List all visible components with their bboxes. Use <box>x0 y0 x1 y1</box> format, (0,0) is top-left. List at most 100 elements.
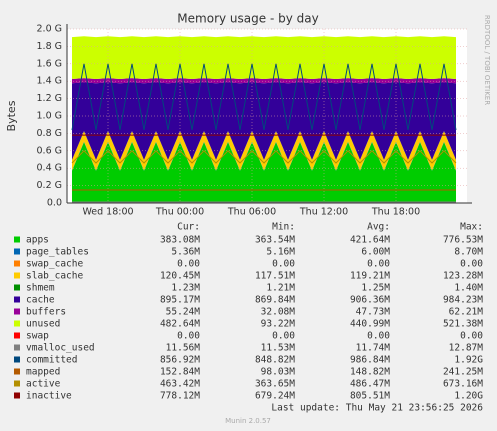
legend-label: vmalloc_used <box>26 343 95 354</box>
legend-value: 12.87M <box>449 343 484 354</box>
legend-value: 986.84M <box>350 355 390 366</box>
y-axis-label: Bytes <box>5 100 18 131</box>
y-tick-label: 0.2 G <box>37 180 63 191</box>
legend-value: 120.45M <box>160 271 200 282</box>
legend-value: 1.25M <box>361 283 390 294</box>
legend-value: 778.12M <box>160 391 200 402</box>
legend-value: 440.99M <box>350 319 390 330</box>
legend-value: 463.42M <box>160 379 200 390</box>
legend-label: slab_cache <box>26 271 83 282</box>
legend-label: page_tables <box>26 247 89 258</box>
legend-value: 906.36M <box>350 295 390 306</box>
legend-value: 11.74M <box>356 343 391 354</box>
legend-value: 152.84M <box>160 367 200 378</box>
y-tick-label: 0.4 G <box>37 163 63 174</box>
legend-swatch <box>14 344 20 351</box>
legend-swatch <box>14 284 20 291</box>
legend-value: 805.51M <box>350 391 390 402</box>
legend-header: Cur: <box>177 222 200 233</box>
legend-value: 363.54M <box>255 235 295 246</box>
y-tick-label: 1.2 G <box>37 93 63 104</box>
legend-value: 1.23M <box>171 283 200 294</box>
y-tick-label: 1.0 G <box>37 111 63 122</box>
version: Munin 2.0.57 <box>225 417 271 425</box>
x-tick-label: Thu 00:00 <box>155 207 204 218</box>
y-tick-label: 1.4 G <box>37 76 63 87</box>
legend-swatch <box>14 272 20 279</box>
legend-swatch <box>14 248 20 255</box>
legend-label: shmem <box>26 283 55 294</box>
x-tick-label: Thu 18:00 <box>371 207 420 218</box>
legend-value: 673.16M <box>443 379 483 390</box>
legend-value: 521.38M <box>443 319 483 330</box>
legend-value: 776.53M <box>443 235 483 246</box>
legend-value: 117.51M <box>255 271 295 282</box>
legend-value: 482.64M <box>160 319 200 330</box>
legend-value: 93.22M <box>261 319 296 330</box>
legend-value: 6.00M <box>361 247 390 258</box>
legend-label: swap <box>26 331 49 342</box>
legend-label: apps <box>26 235 49 246</box>
legend-value: 0.00 <box>272 259 295 270</box>
legend-value: 148.82M <box>350 367 390 378</box>
legend-value: 0.00 <box>272 331 295 342</box>
legend-swatch <box>14 368 20 375</box>
legend-value: 123.28M <box>443 271 483 282</box>
legend-label: cache <box>26 295 55 306</box>
legend-value: 486.47M <box>350 379 390 390</box>
legend-value: 383.08M <box>160 235 200 246</box>
legend-value: 1.40M <box>454 283 483 294</box>
x-tick-label: Thu 12:00 <box>299 207 348 218</box>
legend-header: Max: <box>460 222 483 233</box>
y-tick-label: 2.0 G <box>37 24 63 35</box>
side-text: RRDTOOL / TOBI OETIKER <box>483 15 491 105</box>
legend-value: 1.92G <box>454 355 483 366</box>
footer: Last update: Thu May 21 23:56:25 2026 <box>271 403 483 414</box>
legend-label: mapped <box>26 367 60 378</box>
legend-swatch <box>14 380 20 387</box>
legend-value: 679.24M <box>255 391 295 402</box>
legend-header: Min: <box>272 222 295 233</box>
legend-value: 895.17M <box>160 295 200 306</box>
legend-value: 0.00 <box>367 259 390 270</box>
line <box>71 150 457 164</box>
legend-label: swap_cache <box>26 259 83 270</box>
area <box>72 142 456 203</box>
legend-value: 32.08M <box>261 307 296 318</box>
legend-value: 11.53M <box>261 343 296 354</box>
y-tick-label: 0.6 G <box>37 145 63 156</box>
legend-swatch <box>14 392 20 399</box>
legend-value: 869.84M <box>255 295 295 306</box>
legend-value: 98.03M <box>261 367 296 378</box>
legend-value: 119.21M <box>350 271 390 282</box>
y-tick-label: 1.6 G <box>37 58 63 69</box>
legend-swatch <box>14 260 20 267</box>
legend-value: 0.00 <box>460 331 483 342</box>
y-tick-label: 0.8 G <box>37 128 63 139</box>
legend-label: inactive <box>26 391 72 402</box>
legend-header: Avg: <box>367 222 390 233</box>
chart-title: Memory usage - by day <box>177 12 318 26</box>
x-tick-label: Wed 18:00 <box>82 207 133 218</box>
legend-value: 421.64M <box>350 235 390 246</box>
legend-value: 0.00 <box>177 331 200 342</box>
legend-value: 1.21M <box>266 283 295 294</box>
legend-value: 47.73M <box>356 307 391 318</box>
legend-swatch <box>14 332 20 339</box>
area <box>72 82 456 160</box>
legend-value: 1.20G <box>454 391 483 402</box>
legend-swatch <box>14 236 20 243</box>
legend-value: 848.82M <box>255 355 295 366</box>
y-tick-label: 1.8 G <box>37 41 63 52</box>
area <box>72 131 456 171</box>
legend-label: committed <box>26 355 77 366</box>
legend-swatch <box>14 356 20 363</box>
area <box>72 78 456 84</box>
legend-value: 363.65M <box>255 379 295 390</box>
legend-value: 0.00 <box>460 259 483 270</box>
x-tick-label: Thu 06:00 <box>227 207 276 218</box>
legend-swatch <box>14 296 20 303</box>
line <box>71 63 457 131</box>
legend-value: 0.00 <box>177 259 200 270</box>
legend-value: 5.16M <box>266 247 295 258</box>
